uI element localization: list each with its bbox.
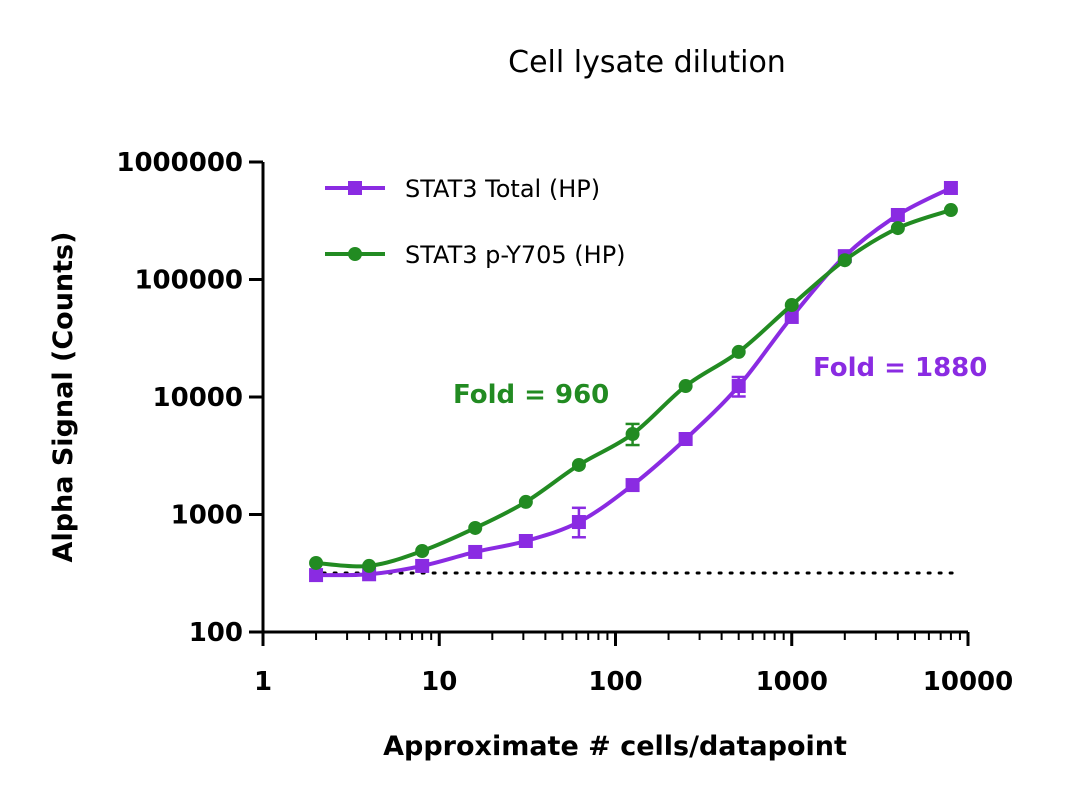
y-axis-label: Alpha Signal (Counts)	[48, 232, 79, 563]
data-point-square	[518, 533, 533, 548]
data-point-square	[943, 180, 958, 195]
data-point-circle	[731, 344, 746, 359]
data-point-square	[625, 478, 640, 493]
x-tick-label: 100	[588, 667, 642, 697]
x-tick-label: 1	[254, 667, 272, 697]
data-point-square	[784, 309, 799, 324]
data-point-circle	[837, 253, 852, 268]
data-point-circle	[625, 427, 640, 442]
y-tick-label: 1000000	[116, 148, 243, 178]
legend-circle-marker	[348, 247, 362, 261]
data-point-circle	[468, 520, 483, 535]
series-stat3-py705	[309, 203, 958, 573]
y-tick-label: 100000	[134, 266, 243, 296]
data-point-circle	[415, 544, 430, 559]
annotation-fold-1880: Fold = 1880	[813, 353, 987, 383]
data-point-square	[415, 558, 430, 573]
data-point-square	[571, 515, 586, 530]
chart-title: Cell lysate dilution	[508, 45, 786, 80]
data-point-square	[309, 568, 324, 583]
data-point-circle	[309, 555, 324, 570]
legend-square-marker	[348, 181, 362, 195]
data-point-circle	[784, 298, 799, 313]
x-tick-label: 1000	[756, 667, 828, 697]
legend: STAT3 Total (HP) STAT3 p-Y705 (HP)	[325, 175, 626, 269]
x-axis-label: Approximate # cells/datapoint	[383, 731, 847, 762]
x-tick-label: 10	[421, 667, 457, 697]
data-point-square	[678, 432, 693, 447]
legend-label: STAT3 Total (HP)	[405, 175, 600, 203]
data-point-square	[731, 379, 746, 394]
data-point-square	[468, 544, 483, 559]
plot-area	[309, 180, 958, 583]
data-point-circle	[678, 379, 693, 394]
y-tick-label: 1000	[171, 501, 243, 531]
y-tick-label: 100	[189, 618, 243, 648]
data-point-circle	[943, 203, 958, 218]
data-point-circle	[890, 221, 905, 236]
annotation-fold-960: Fold = 960	[453, 380, 609, 410]
data-point-circle	[571, 457, 586, 472]
y-tick-label: 10000	[153, 383, 243, 413]
data-point-square	[890, 207, 905, 222]
data-point-circle	[518, 494, 533, 509]
x-tick-label: 10000	[923, 667, 1013, 697]
axes: 1 10 100 1000 10000 100 1000 10000 100000 1000000	[116, 148, 1013, 697]
data-point-circle	[362, 558, 377, 573]
legend-label: STAT3 p-Y705 (HP)	[405, 241, 626, 269]
